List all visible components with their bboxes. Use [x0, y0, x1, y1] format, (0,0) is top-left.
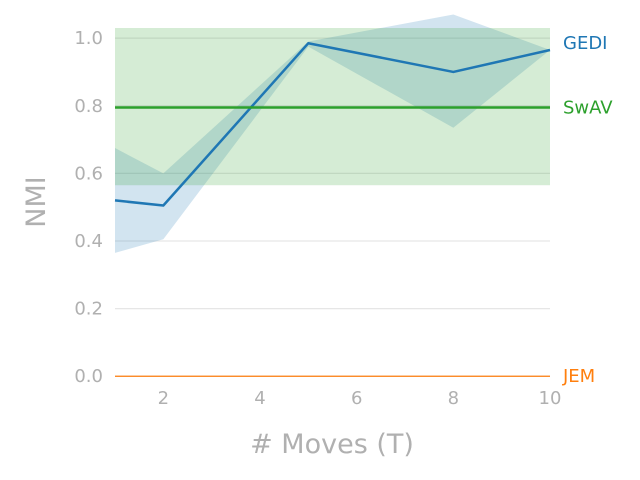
y-tick-label: 0.8: [74, 96, 103, 117]
y-tick-label: 0.6: [74, 163, 103, 184]
series-label-jem: JEM: [562, 366, 595, 387]
series-lines: [114, 41, 551, 377]
y-tick-label: 0.2: [74, 299, 103, 320]
x-axis-label: # Moves (T): [250, 429, 414, 460]
y-tick-label: 1.0: [74, 28, 103, 49]
series-label-swav: SwAV: [563, 97, 613, 118]
band-gedi: [115, 14, 550, 253]
series-labels: GEDI SwAV JEM: [562, 33, 613, 387]
x-tick-label: 2: [158, 388, 169, 409]
x-tick-label: 10: [539, 388, 562, 409]
x-tick-label: 4: [254, 388, 265, 409]
confidence-bands: [115, 14, 550, 253]
x-tick-labels: 2 4 6 8 10: [158, 388, 562, 409]
x-tick-label: 8: [448, 388, 459, 409]
line-gedi: [114, 41, 551, 207]
y-tick-labels: 0.0 0.2 0.4 0.6 0.8 1.0: [74, 28, 103, 387]
x-tick-label: 6: [351, 388, 362, 409]
y-axis-label: NMI: [21, 176, 52, 227]
series-label-gedi: GEDI: [563, 33, 608, 54]
y-tick-label: 0.0: [74, 366, 103, 387]
y-tick-label: 0.4: [74, 231, 103, 252]
